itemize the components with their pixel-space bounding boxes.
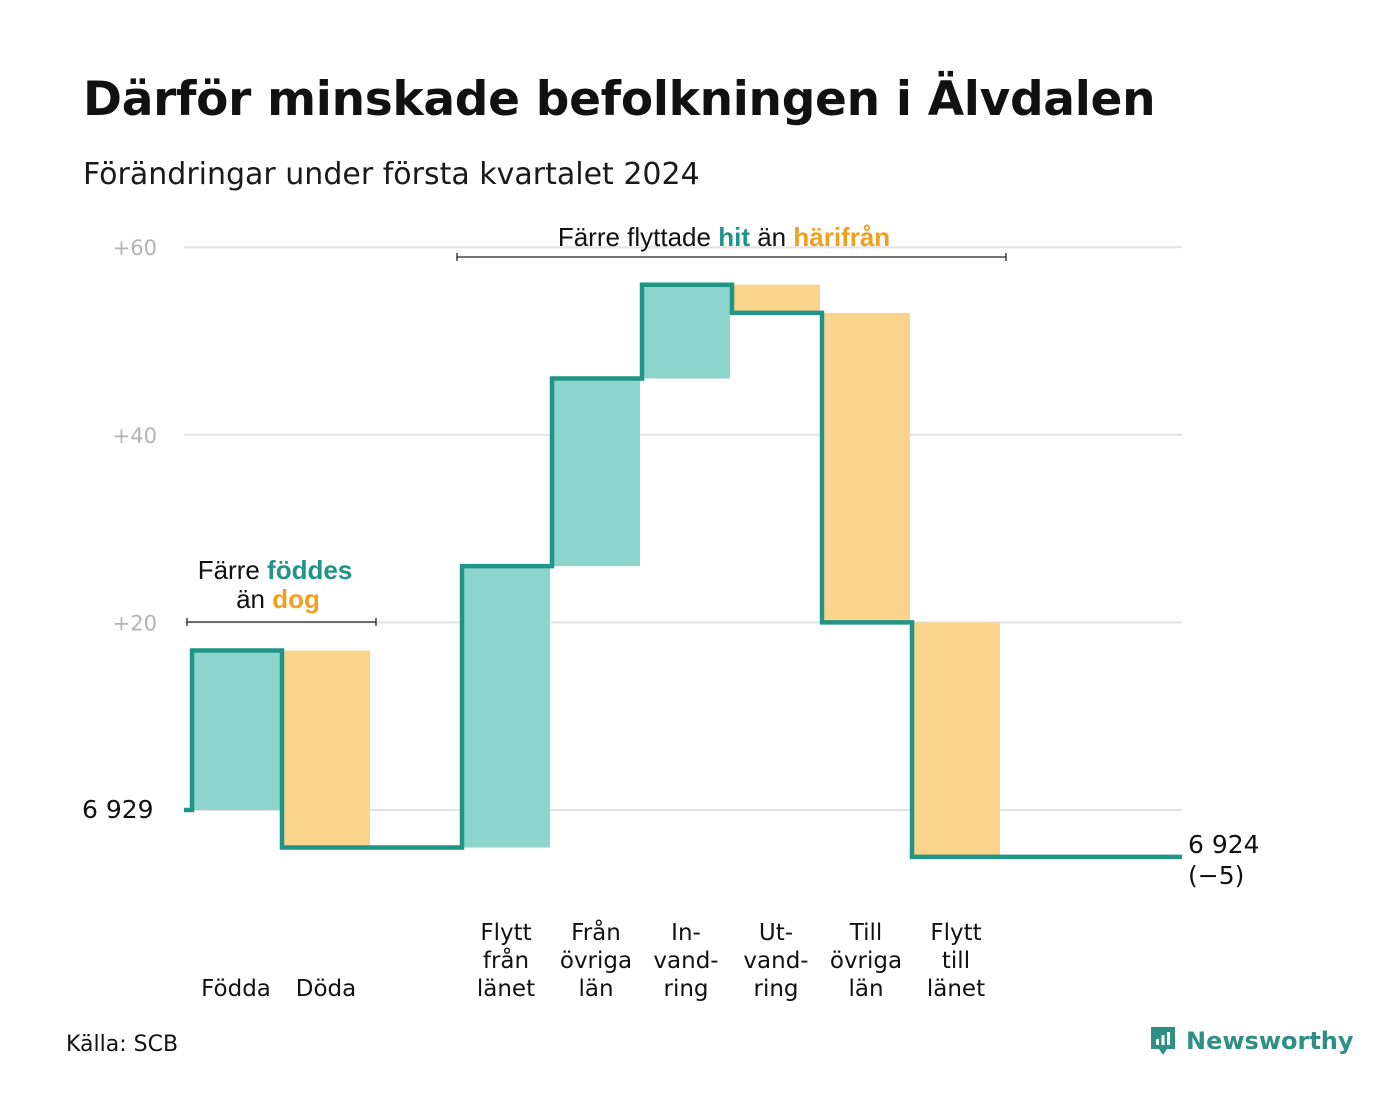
category-label: länet [477, 976, 535, 1002]
category-label: Flytt [480, 920, 531, 946]
annotation-bracket [186, 618, 377, 626]
source-note: Källa: SCB [66, 1032, 179, 1057]
newsworthy-icon [1151, 1027, 1175, 1055]
category-label: Ut- [759, 920, 793, 946]
annotation-word: Färre [198, 555, 260, 585]
waterfall-bar [732, 284, 820, 313]
chart-title: Därför minskade befolkningen i Älvdalen [83, 72, 1156, 127]
y-tick-label: +40 [113, 424, 157, 448]
annotation-word: dog [265, 584, 320, 614]
end-change-label: (−5) [1188, 861, 1244, 890]
annotation-word: hit [711, 222, 750, 252]
cumulative-step-line [184, 282, 1182, 860]
annotation-word: än [750, 222, 786, 252]
category-label: In- [671, 920, 701, 946]
category-label: från [483, 946, 529, 974]
y-tick-label: +60 [113, 236, 157, 260]
waterfall-bar [282, 650, 370, 848]
y-tick-label: +20 [113, 611, 157, 635]
category-label: övriga [560, 948, 632, 974]
waterfall-bar [552, 378, 640, 567]
category-label: vand- [653, 948, 718, 974]
annotation-births-deaths: Färre föddes [198, 555, 353, 585]
category-label: län [578, 976, 613, 1002]
chart-subtitle: Förändringar under första kvartalet 2024 [83, 157, 700, 192]
category-label: Till [849, 920, 883, 946]
annotation-word: föddes [260, 555, 352, 585]
annotation-births-deaths: än dog [236, 584, 320, 614]
category-label: övriga [830, 948, 902, 974]
annotation-migration: Färre flyttade hit än härifrån [558, 222, 890, 252]
category-label: till [942, 948, 970, 974]
annotation-word: härifrån [786, 222, 890, 252]
waterfall-bar [822, 312, 910, 623]
waterfall-bar [642, 284, 730, 379]
annotation-bracket [456, 253, 1007, 261]
waterfall-bar [912, 622, 1000, 857]
start-value-label: 6 929 [82, 795, 154, 824]
newsworthy-logo[interactable]: Newsworthy [1148, 1024, 1354, 1058]
annotation-word: än [236, 584, 265, 614]
category-label: län [848, 976, 883, 1002]
category-label: vand- [743, 948, 808, 974]
category-label: länet [927, 976, 985, 1002]
waterfall-bar [192, 650, 280, 810]
category-label: Flytt [930, 920, 981, 946]
category-label: Födda [201, 976, 271, 1002]
category-label: ring [753, 976, 798, 1002]
end-value-label: 6 924 [1188, 830, 1260, 859]
brand-name: Newsworthy [1186, 1027, 1354, 1055]
category-label: Döda [296, 976, 356, 1002]
category-label: Från [571, 918, 621, 946]
annotation-word: Färre flyttade [558, 222, 711, 252]
category-label: ring [663, 976, 708, 1002]
waterfall-bar [462, 566, 550, 848]
